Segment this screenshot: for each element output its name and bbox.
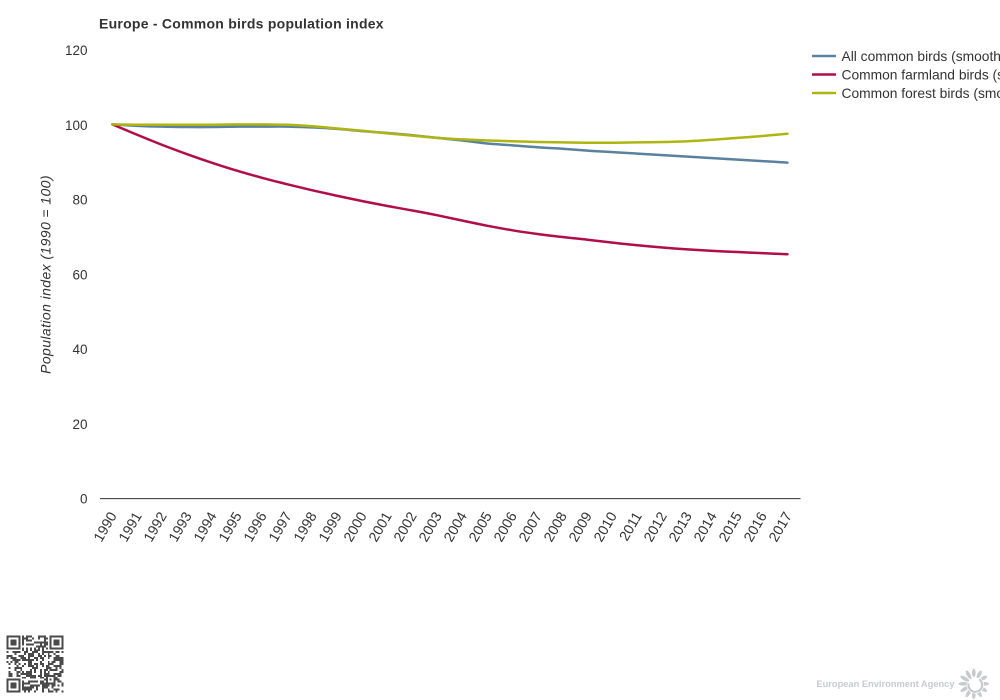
svg-text:60: 60	[72, 267, 87, 282]
svg-text:European Environment Agency: European Environment Agency	[816, 679, 955, 689]
svg-text:Common farmland birds (smoothe: Common farmland birds (smoothed)	[842, 67, 1000, 82]
svg-text:100: 100	[65, 118, 88, 133]
svg-text:Population index (1990 = 100): Population index (1990 = 100)	[38, 175, 54, 374]
svg-text:20: 20	[72, 417, 87, 432]
svg-text:Common forest birds (smoothed): Common forest birds (smoothed)	[842, 86, 1000, 101]
svg-text:Europe - Common birds populati: Europe - Common birds population index	[99, 16, 384, 32]
svg-text:All common birds (smoothed): All common birds (smoothed)	[842, 49, 1000, 64]
svg-text:80: 80	[72, 193, 87, 208]
svg-text:120: 120	[65, 43, 88, 58]
svg-text:40: 40	[72, 342, 87, 357]
svg-text:0: 0	[80, 492, 88, 507]
